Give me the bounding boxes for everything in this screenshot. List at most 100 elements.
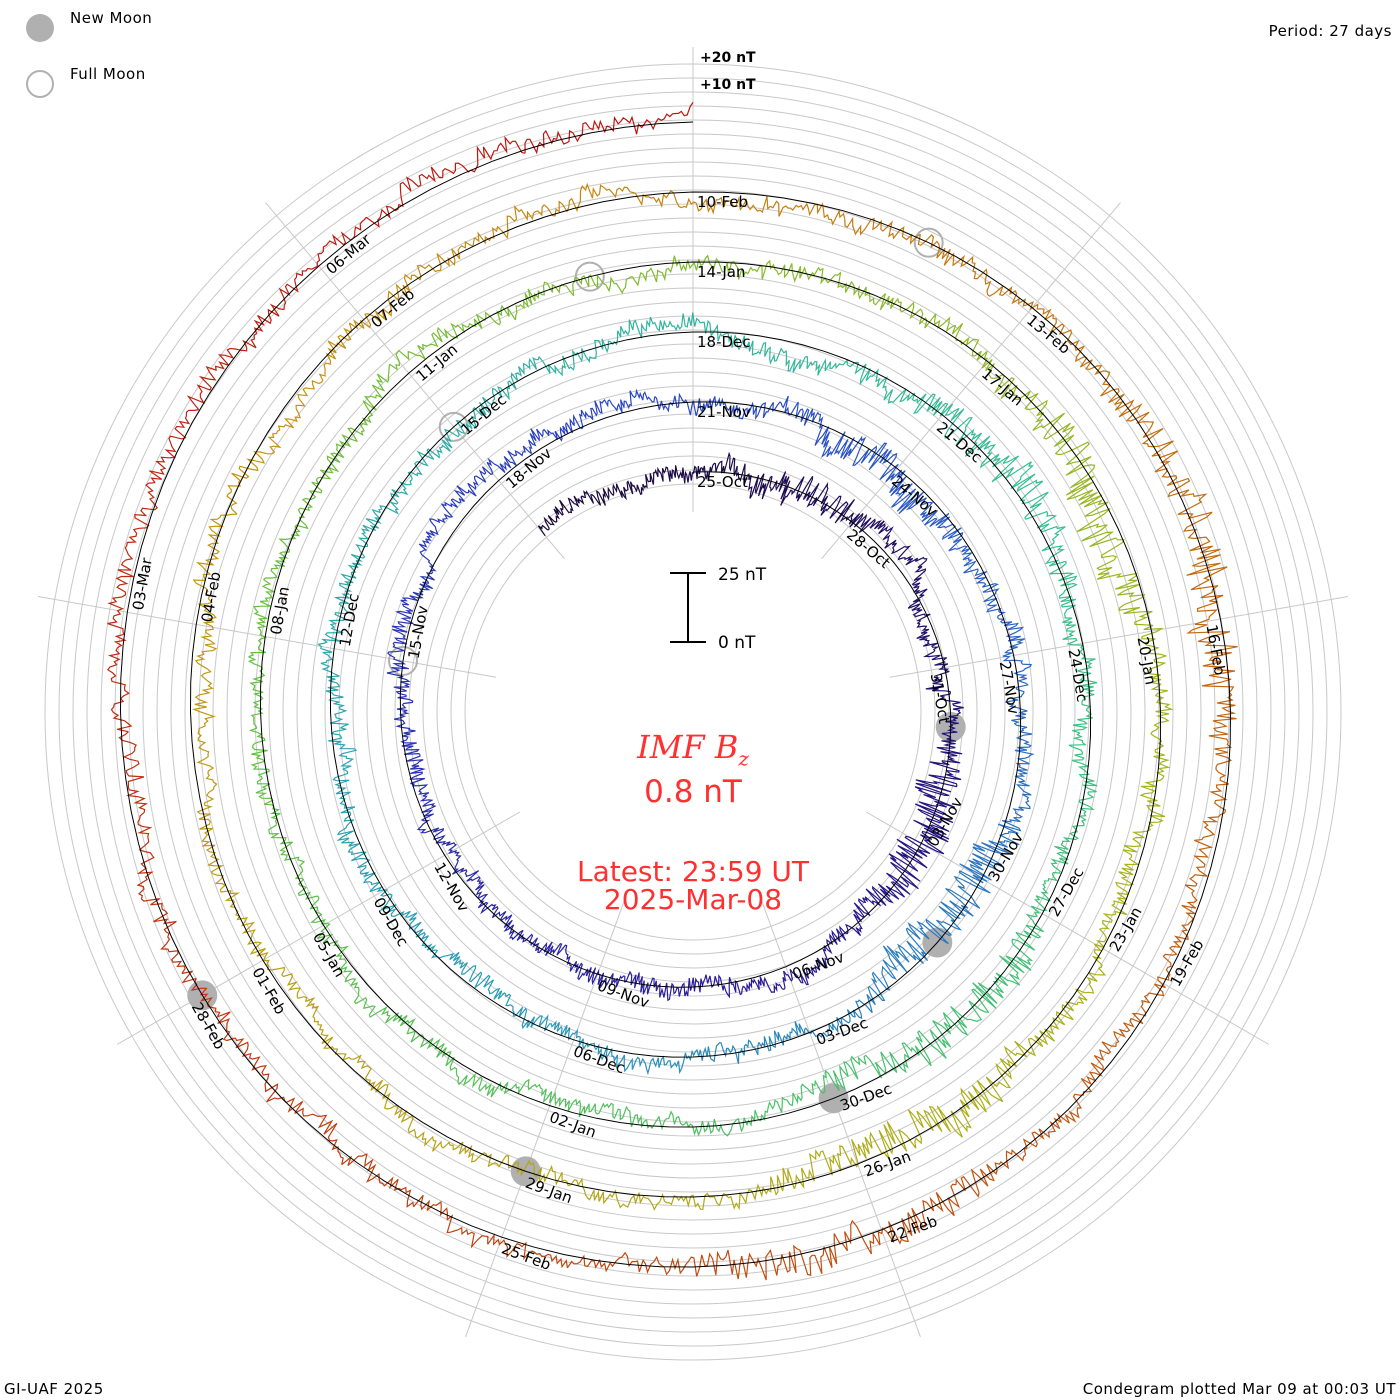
trace-segment (1002, 635, 1032, 684)
trace-segment (414, 428, 455, 476)
trace-segment (1080, 1022, 1131, 1093)
trace-segment (566, 1251, 652, 1274)
trace-segment (528, 422, 569, 454)
trace-segment (1201, 657, 1237, 735)
trace-segment (192, 653, 216, 727)
trace-segment (255, 783, 293, 845)
trace-segment (453, 396, 496, 438)
trace-segment (770, 200, 846, 226)
trace-segment (583, 967, 626, 989)
trace-segment (847, 888, 881, 937)
legend-new-moon: New Moon (26, 9, 152, 42)
scale-bar (670, 572, 706, 643)
trace-segment (1208, 733, 1233, 813)
trace-segment (486, 445, 532, 476)
trace-segment (704, 974, 748, 999)
date-label: 14-Jan (697, 263, 745, 281)
trace-segment (406, 754, 430, 797)
trace-segment (196, 796, 225, 873)
trace-segment (897, 545, 928, 586)
trace-segment (744, 395, 791, 420)
quantity-subscript: z (738, 746, 749, 771)
trace-segment (1162, 884, 1198, 957)
trace-segment (478, 1076, 543, 1098)
grid-radial (116, 811, 521, 1045)
trace-segment (1189, 812, 1226, 887)
trace-segment (632, 466, 666, 495)
trace-segment (425, 499, 459, 542)
trace-segment (301, 216, 367, 276)
date-label: 12-Dec (336, 592, 363, 648)
trace-segment (606, 101, 694, 135)
trace-segment (1005, 682, 1029, 733)
trace-segment (596, 1102, 658, 1130)
trace-segment (597, 480, 634, 506)
new-moon-icon (26, 14, 54, 42)
trace-segment (410, 237, 476, 281)
trace-segment (907, 582, 931, 625)
trace-segment (783, 957, 828, 986)
trace-segment (758, 1021, 807, 1052)
trace-segment (1062, 621, 1096, 677)
trace-segment (418, 538, 437, 591)
full-moon-marker (388, 645, 419, 676)
trace-segment (945, 863, 992, 917)
trace-segment (394, 588, 426, 628)
trace-segment (914, 765, 962, 808)
trace-segment (196, 725, 218, 798)
date-label: 17-Jan (978, 365, 1027, 410)
trace-segment (350, 508, 382, 562)
trace-segment (515, 1159, 584, 1187)
trace-segment (929, 989, 990, 1049)
trace-segment (940, 691, 964, 730)
trace-segment (416, 795, 445, 837)
trace-segment (442, 1141, 517, 1169)
date-label: 09-Nov (595, 976, 652, 1011)
trace-segment (983, 591, 1025, 638)
trace-segment (582, 1186, 653, 1209)
date-label: 20-Jan (1134, 635, 1160, 686)
spiral-baseline-line (119, 121, 1232, 1268)
date-label: 27-Nov (996, 660, 1023, 716)
trace-segment (593, 319, 645, 359)
trace-segment (543, 182, 620, 217)
trace-segment (1042, 412, 1096, 489)
trace-segment (514, 281, 575, 321)
trace-segment (929, 513, 971, 555)
trace-segment (565, 398, 609, 434)
legend-label: Full Moon (70, 65, 146, 83)
trace-segment (1049, 314, 1107, 376)
quantity-title: IMF Bz (0, 728, 1386, 770)
trace-segment (906, 901, 966, 945)
trace-segment (336, 819, 371, 875)
trace-segment (186, 339, 257, 410)
credit-label: GI-UAF 2025 (4, 1380, 104, 1398)
trace-segment (891, 483, 939, 526)
trace-segment (1068, 732, 1098, 793)
trace-segment (716, 1100, 775, 1137)
trace-segment (851, 1109, 922, 1160)
trace-segment (656, 1110, 718, 1137)
trace-segment (917, 234, 988, 280)
trace-segment (317, 611, 347, 664)
trace-segment (349, 273, 412, 330)
full-moon-marker (574, 261, 605, 292)
trace-segment (1186, 579, 1238, 659)
trace-segment (827, 271, 894, 311)
trace-segment (389, 326, 453, 371)
grid-label-10: +10 nT (700, 77, 756, 93)
trace-segment (998, 780, 1032, 832)
trace-segment (106, 647, 133, 733)
trace-segment (430, 949, 483, 983)
trace-segment (1024, 510, 1067, 567)
legend-label: New Moon (70, 9, 153, 27)
trace-segment (805, 1009, 856, 1039)
trace-segment (452, 867, 489, 909)
trace-segment (820, 431, 877, 466)
trace-segment (700, 451, 738, 481)
trace-segment (360, 871, 397, 917)
scale-top-label: 25 nT (718, 565, 767, 585)
date-label: 03-Mar (129, 556, 156, 612)
trace-segment (971, 955, 1032, 1009)
trace-segment (618, 186, 697, 209)
